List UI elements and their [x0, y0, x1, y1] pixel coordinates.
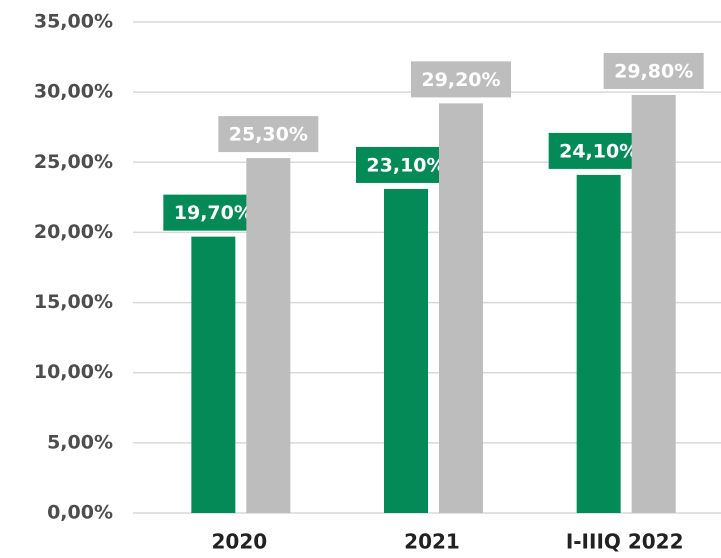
bar: [384, 188, 428, 513]
y-tick-label: 15,00%: [34, 291, 113, 313]
value-label: 19,70%: [174, 202, 253, 224]
value-label-bg: [411, 61, 511, 98]
value-label-bg: [603, 52, 704, 89]
x-tick-label: I-IIIQ 2022: [566, 530, 684, 554]
x-tick-label: 2020: [211, 530, 267, 554]
bar: [246, 158, 291, 513]
y-tick-label: 5,00%: [47, 431, 113, 453]
value-label: 29,80%: [614, 60, 693, 82]
value-label: 29,20%: [421, 69, 500, 91]
bar: [439, 103, 483, 513]
y-tick-label: 10,00%: [34, 361, 113, 383]
y-tick-label: 30,00%: [34, 81, 113, 103]
y-tick-label: 0,00%: [47, 502, 113, 524]
value-label: 24,10%: [559, 140, 638, 162]
value-label: 25,30%: [229, 124, 308, 146]
bar: [631, 94, 676, 513]
y-tick-label: 35,00%: [34, 11, 113, 33]
y-tick-label: 20,00%: [34, 221, 113, 243]
value-label-bg: [218, 116, 319, 153]
bar: [576, 174, 621, 513]
y-tick-label: 25,00%: [34, 151, 113, 173]
bar: [191, 236, 236, 513]
x-tick-label: 2021: [404, 530, 460, 554]
value-label: 23,10%: [366, 154, 445, 176]
